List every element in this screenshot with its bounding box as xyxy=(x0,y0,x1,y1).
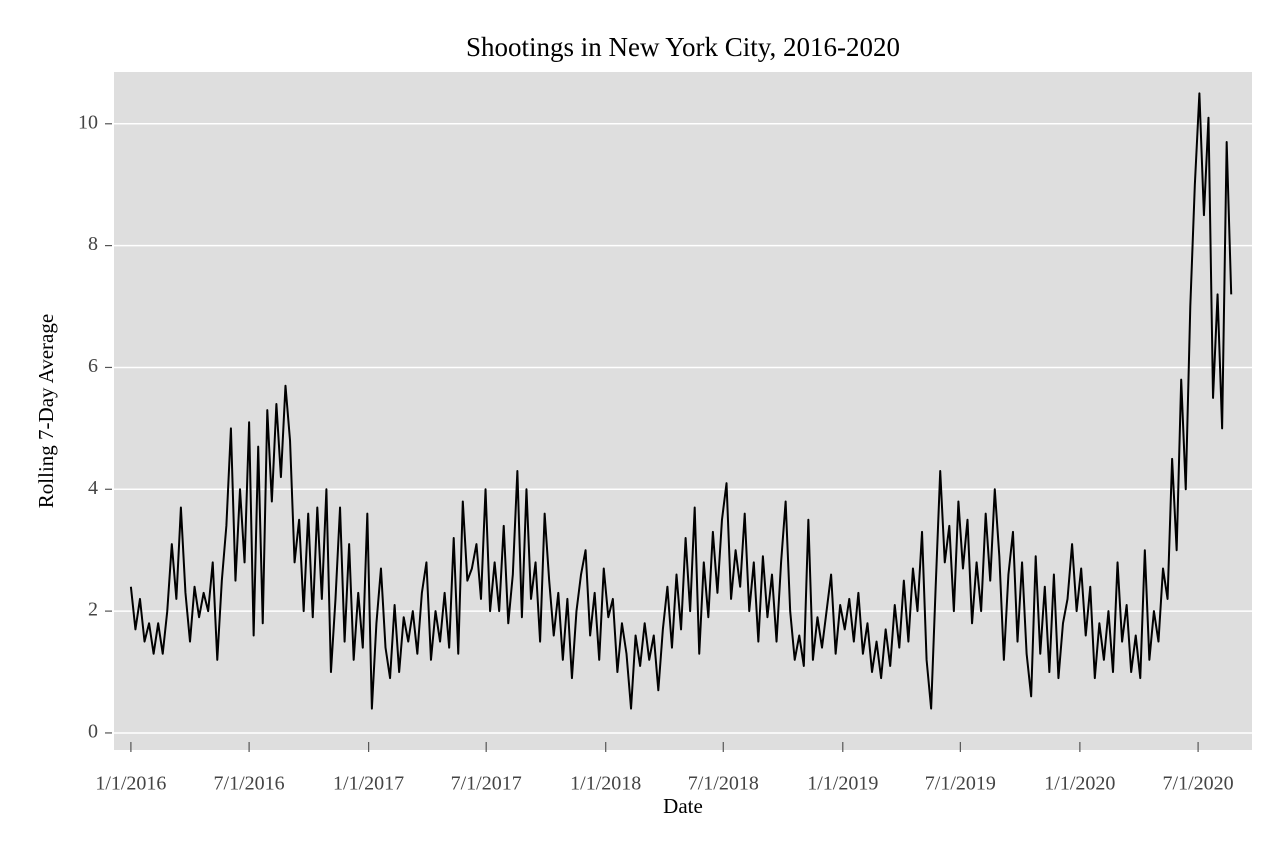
y-tick-label: 8 xyxy=(88,233,98,255)
y-tick-label: 2 xyxy=(88,599,98,621)
x-tick-label: 7/1/2020 xyxy=(1163,773,1234,795)
x-tick-label: 1/1/2020 xyxy=(1044,773,1115,795)
x-tick-label: 1/1/2018 xyxy=(570,773,641,795)
x-tick-label: 7/1/2018 xyxy=(688,773,759,795)
y-tick-label: 10 xyxy=(78,111,98,133)
x-axis-label: Date xyxy=(663,794,703,818)
x-tick-label: 7/1/2017 xyxy=(451,773,522,795)
x-tick-label: 7/1/2019 xyxy=(925,773,996,795)
y-axis-label: Rolling 7-Day Average xyxy=(34,314,58,508)
y-tick-label: 0 xyxy=(88,721,98,743)
x-tick-label: 1/1/2019 xyxy=(807,773,878,795)
data-line xyxy=(129,92,1233,710)
x-tick-label: 7/1/2016 xyxy=(214,773,285,795)
chart-title: Shootings in New York City, 2016-2020 xyxy=(466,32,900,62)
y-tick-label: 6 xyxy=(88,355,98,377)
x-tick-label: 1/1/2016 xyxy=(95,773,166,795)
y-tick-label: 4 xyxy=(88,477,98,499)
x-tick-label: 1/1/2017 xyxy=(333,773,404,795)
